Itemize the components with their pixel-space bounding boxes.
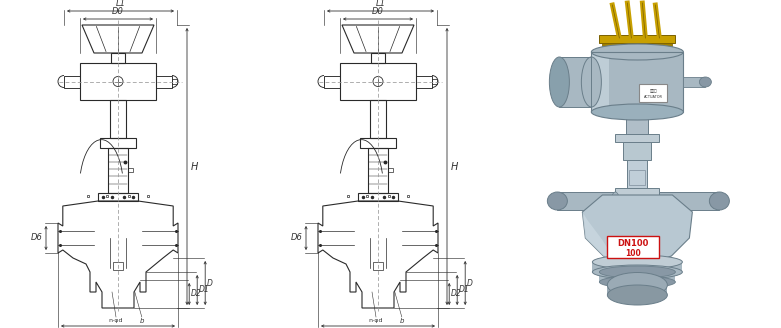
Bar: [591, 52, 609, 112]
Bar: [592, 262, 683, 272]
Polygon shape: [583, 195, 693, 264]
Bar: [608, 236, 659, 258]
Bar: [416, 75, 432, 88]
Bar: [559, 57, 591, 107]
Bar: [371, 53, 385, 63]
Bar: [659, 192, 719, 210]
Text: b: b: [400, 318, 404, 324]
Ellipse shape: [599, 266, 676, 278]
Bar: [615, 188, 659, 195]
Bar: [128, 168, 133, 172]
Bar: [591, 52, 683, 112]
Bar: [172, 79, 177, 84]
Ellipse shape: [549, 57, 569, 107]
Text: D6: D6: [291, 234, 303, 242]
Bar: [80, 63, 156, 100]
Text: n-φd: n-φd: [369, 318, 383, 323]
Bar: [627, 160, 647, 190]
Bar: [113, 262, 123, 270]
Ellipse shape: [591, 44, 683, 60]
Bar: [559, 57, 591, 107]
Text: 控制器: 控制器: [650, 89, 657, 93]
Bar: [599, 272, 676, 282]
Bar: [98, 193, 138, 201]
Bar: [64, 75, 80, 88]
Bar: [608, 285, 668, 295]
Text: D0: D0: [372, 7, 384, 16]
Bar: [370, 100, 386, 138]
Text: ACTUATOR: ACTUATOR: [644, 95, 663, 99]
Bar: [340, 63, 416, 100]
Bar: [591, 52, 683, 112]
Bar: [360, 138, 396, 148]
Bar: [358, 193, 398, 201]
Ellipse shape: [709, 192, 729, 210]
Ellipse shape: [547, 192, 567, 210]
Text: H: H: [451, 161, 458, 172]
Text: D6: D6: [31, 234, 43, 242]
Bar: [100, 138, 136, 148]
Text: b: b: [140, 318, 144, 324]
Bar: [388, 168, 393, 172]
Ellipse shape: [581, 57, 601, 107]
Bar: [626, 112, 648, 134]
Ellipse shape: [699, 77, 711, 87]
Bar: [623, 142, 651, 160]
Text: 100: 100: [626, 249, 641, 257]
Bar: [558, 192, 615, 210]
Text: D0: D0: [112, 7, 124, 16]
Bar: [602, 43, 672, 48]
Text: D: D: [467, 278, 473, 288]
Bar: [629, 170, 645, 185]
Bar: [156, 75, 172, 88]
Bar: [108, 148, 128, 193]
Text: H: H: [191, 161, 198, 172]
Bar: [683, 77, 705, 87]
Bar: [640, 84, 668, 102]
Ellipse shape: [592, 265, 683, 279]
Bar: [510, 0, 781, 328]
Polygon shape: [583, 212, 617, 264]
Ellipse shape: [608, 285, 668, 305]
Ellipse shape: [591, 104, 683, 120]
Text: L1: L1: [116, 0, 126, 8]
Text: D2: D2: [191, 290, 202, 298]
Bar: [432, 79, 437, 84]
Bar: [599, 35, 676, 43]
Text: D: D: [207, 278, 213, 288]
Ellipse shape: [612, 192, 619, 210]
Text: L1: L1: [376, 0, 386, 8]
Text: D2: D2: [451, 290, 462, 298]
Text: DN100: DN100: [618, 239, 649, 249]
Ellipse shape: [608, 273, 668, 297]
Bar: [615, 134, 659, 142]
Bar: [111, 53, 125, 63]
Bar: [324, 75, 340, 88]
Bar: [110, 100, 126, 138]
Text: D1: D1: [459, 285, 470, 295]
Bar: [368, 148, 388, 193]
Bar: [373, 262, 383, 270]
Text: D1: D1: [199, 285, 210, 295]
Ellipse shape: [599, 276, 676, 288]
Text: n-φd: n-φd: [109, 318, 123, 323]
Ellipse shape: [592, 255, 683, 269]
